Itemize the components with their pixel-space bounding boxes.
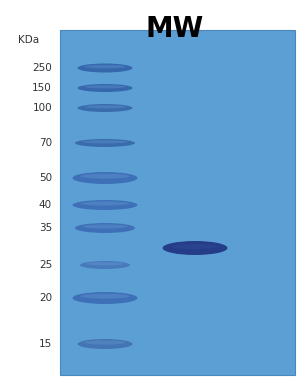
Text: 15: 15 (39, 339, 52, 349)
Text: KDa: KDa (18, 35, 39, 45)
Ellipse shape (78, 104, 132, 112)
Text: 25: 25 (39, 260, 52, 270)
Text: 50: 50 (39, 173, 52, 183)
Text: 20: 20 (39, 293, 52, 303)
Ellipse shape (82, 224, 128, 229)
Ellipse shape (78, 84, 132, 92)
Ellipse shape (72, 200, 138, 210)
Text: 40: 40 (39, 200, 52, 210)
Ellipse shape (86, 262, 124, 265)
Ellipse shape (172, 244, 218, 249)
Ellipse shape (84, 105, 126, 109)
Ellipse shape (82, 140, 128, 143)
Ellipse shape (84, 85, 126, 89)
Bar (60, 30, 295, 375)
Ellipse shape (75, 139, 135, 147)
Ellipse shape (75, 223, 135, 233)
Ellipse shape (84, 340, 126, 345)
Text: 100: 100 (32, 103, 52, 113)
Text: 35: 35 (39, 223, 52, 233)
Ellipse shape (80, 261, 130, 269)
Ellipse shape (81, 174, 129, 179)
Ellipse shape (84, 65, 126, 69)
Text: 70: 70 (39, 138, 52, 148)
Ellipse shape (81, 294, 129, 299)
Text: MW: MW (146, 15, 204, 43)
Ellipse shape (72, 172, 138, 184)
Ellipse shape (162, 241, 228, 255)
Ellipse shape (78, 64, 132, 72)
Text: 250: 250 (32, 63, 52, 73)
Ellipse shape (78, 339, 132, 349)
Ellipse shape (72, 292, 138, 304)
Ellipse shape (81, 201, 129, 206)
Text: 150: 150 (32, 83, 52, 93)
